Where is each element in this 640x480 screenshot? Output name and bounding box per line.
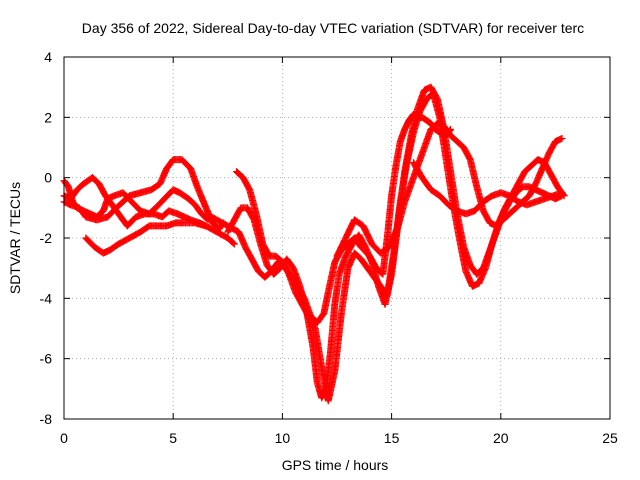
data-point [558,189,566,197]
data-point [230,240,238,248]
series-track-3 [60,177,212,224]
data-points [60,83,568,405]
y-axis-label: SDTVAR / TECUs [7,182,23,294]
y-tick-label: 2 [44,109,52,125]
y-tick-label: 0 [44,170,52,186]
x-tick-label: 15 [384,430,400,446]
data-point [229,239,237,247]
x-tick-label: 0 [60,430,68,446]
y-tick-labels: -8 -6 -4 -2 0 2 4 [40,49,53,427]
x-axis-label: GPS time / hours [282,457,389,473]
plot-frame [63,56,611,420]
series-track-9 [409,159,566,218]
chart-title: Day 356 of 2022, Sidereal Day-to-day VTE… [82,20,584,36]
y-tick-label: -8 [40,411,53,427]
x-tick-label: 5 [169,430,177,446]
y-tick-label: 4 [44,49,52,65]
y-tick-label: -4 [40,290,53,306]
y-tick-label: -6 [40,351,53,367]
x-tick-label: 10 [275,430,291,446]
x-tick-label: 25 [602,430,618,446]
data-point [558,134,566,142]
x-tick-label: 20 [493,430,509,446]
x-tick-labels: 0 5 10 15 20 25 [60,430,618,446]
series-track-5 [202,110,455,326]
series-track-4 [82,219,238,257]
y-tick-label: -2 [40,230,53,246]
